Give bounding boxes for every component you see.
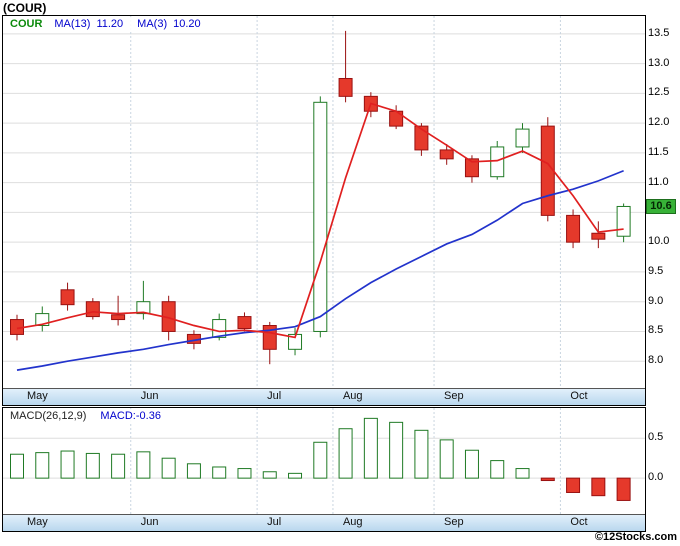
month-label: Jun bbox=[140, 516, 159, 528]
ma-lines bbox=[16, 102, 624, 371]
legend-ma13-value: 11.20 bbox=[96, 18, 124, 30]
price-chart-panel: May Jun Jul Aug Sep Oct COUR MA(13) 11.20 MA(3) 1… bbox=[2, 15, 646, 406]
candle-body bbox=[338, 77, 353, 97]
candle-body bbox=[85, 301, 100, 318]
macd-bar bbox=[10, 453, 24, 479]
candle-body bbox=[136, 301, 151, 315]
macd-bar bbox=[464, 449, 479, 479]
month-label: Jul bbox=[267, 516, 282, 528]
macd-bar bbox=[313, 441, 328, 479]
month-label: Sep bbox=[444, 390, 464, 402]
y-tick-label: 0.0 bbox=[648, 471, 664, 484]
candle-body bbox=[566, 214, 581, 243]
ma-line-MA(13) bbox=[16, 169, 624, 371]
candle-body bbox=[237, 316, 252, 329]
macd-bar bbox=[439, 439, 454, 479]
candle-body bbox=[35, 313, 50, 327]
ma-line-MA(3) bbox=[16, 102, 624, 339]
macd-bars bbox=[10, 417, 631, 501]
macd-bar bbox=[35, 452, 50, 479]
month-label: Jul bbox=[267, 390, 282, 402]
candle-body bbox=[262, 325, 277, 350]
ticker-title: (COUR) bbox=[3, 1, 47, 15]
candle-body bbox=[490, 146, 505, 178]
y-tick-label: 11.0 bbox=[648, 175, 669, 188]
macd-bar bbox=[136, 451, 151, 479]
y-tick-label: 9.0 bbox=[648, 294, 664, 307]
legend-ma3-label: MA(3) bbox=[137, 18, 168, 30]
macd-bar bbox=[161, 457, 176, 479]
y-tick-label: 12.5 bbox=[648, 86, 670, 99]
macd-bar bbox=[566, 477, 581, 493]
candle-body bbox=[313, 101, 328, 332]
price-month-axis: May Jun Jul Aug Sep Oct bbox=[3, 388, 645, 405]
macd-bar bbox=[490, 460, 505, 479]
macd-bar bbox=[338, 428, 353, 479]
month-label: Aug bbox=[342, 516, 363, 528]
price-chart-svg bbox=[3, 16, 645, 388]
last-price-tag: 10.6 bbox=[646, 199, 676, 215]
legend-symbol: COUR bbox=[10, 18, 43, 30]
month-label: Aug bbox=[342, 390, 363, 402]
macd-bar bbox=[237, 468, 252, 479]
y-tick-label: 10.0 bbox=[648, 235, 670, 248]
macd-bar bbox=[389, 421, 404, 479]
candle-body bbox=[111, 314, 126, 321]
macd-y-axis: 0.5 0.0 bbox=[648, 408, 680, 514]
y-tick-label: 8.0 bbox=[648, 354, 664, 367]
candle-body bbox=[439, 149, 454, 160]
y-tick-label: 12.0 bbox=[648, 116, 670, 129]
y-tick-label: 9.5 bbox=[648, 264, 664, 277]
candle-body bbox=[60, 289, 75, 306]
y-tick-label: 13.5 bbox=[648, 26, 670, 39]
y-tick-label: 11.5 bbox=[648, 145, 669, 158]
candle-body bbox=[591, 232, 606, 240]
macd-legend-value: MACD:-0.36 bbox=[100, 410, 161, 422]
macd-bar bbox=[262, 471, 277, 479]
month-label: May bbox=[27, 516, 48, 528]
macd-chart-panel: May Jun Jul Aug Sep Oct MACD(26,12,9) MACD:-0.… bbox=[2, 407, 646, 532]
y-tick-label: 0.5 bbox=[648, 431, 664, 444]
y-tick-label: 8.5 bbox=[648, 324, 664, 337]
macd-legend-label: MACD(26,12,9) bbox=[10, 410, 87, 422]
price-y-axis: 8.0 8.5 9.0 9.5 10.0 11.0 11.5 12.0 12.5 13.0 13.5 bbox=[648, 16, 680, 388]
price-legend: COUR MA(13) 11.20 MA(3) 10.20 bbox=[7, 17, 218, 31]
month-label: Oct bbox=[570, 516, 588, 528]
macd-bar bbox=[591, 477, 606, 497]
macd-bar bbox=[85, 452, 100, 479]
month-label: Jun bbox=[140, 390, 159, 402]
footer-credit[interactable]: ©12Stocks.com bbox=[594, 531, 677, 543]
macd-bar bbox=[540, 477, 555, 482]
macd-bar bbox=[186, 463, 201, 479]
macd-bar bbox=[515, 468, 530, 479]
macd-bar bbox=[414, 429, 429, 479]
month-label: Oct bbox=[570, 390, 588, 402]
macd-bar bbox=[60, 450, 75, 479]
macd-month-axis: May Jun Jul Aug Sep Oct bbox=[3, 514, 645, 531]
candle-body bbox=[464, 158, 479, 178]
month-label: Sep bbox=[444, 516, 464, 528]
month-label: May bbox=[27, 390, 48, 402]
macd-bar bbox=[288, 472, 303, 479]
candle-body bbox=[616, 205, 631, 237]
y-tick-label: 13.0 bbox=[648, 56, 670, 69]
candles bbox=[10, 30, 631, 365]
macd-bar bbox=[616, 477, 631, 501]
macd-chart-svg bbox=[3, 408, 645, 514]
macd-bar bbox=[212, 466, 227, 479]
legend-ma3-value: 10.20 bbox=[173, 18, 201, 30]
candle-body bbox=[212, 319, 227, 338]
macd-bar bbox=[111, 453, 126, 479]
macd-bar bbox=[363, 417, 378, 479]
candle-body bbox=[515, 128, 530, 148]
legend-ma13-label: MA(13) bbox=[54, 18, 91, 30]
macd-legend: MACD(26,12,9) MACD:-0.36 bbox=[7, 409, 170, 423]
candle-body bbox=[288, 333, 303, 350]
